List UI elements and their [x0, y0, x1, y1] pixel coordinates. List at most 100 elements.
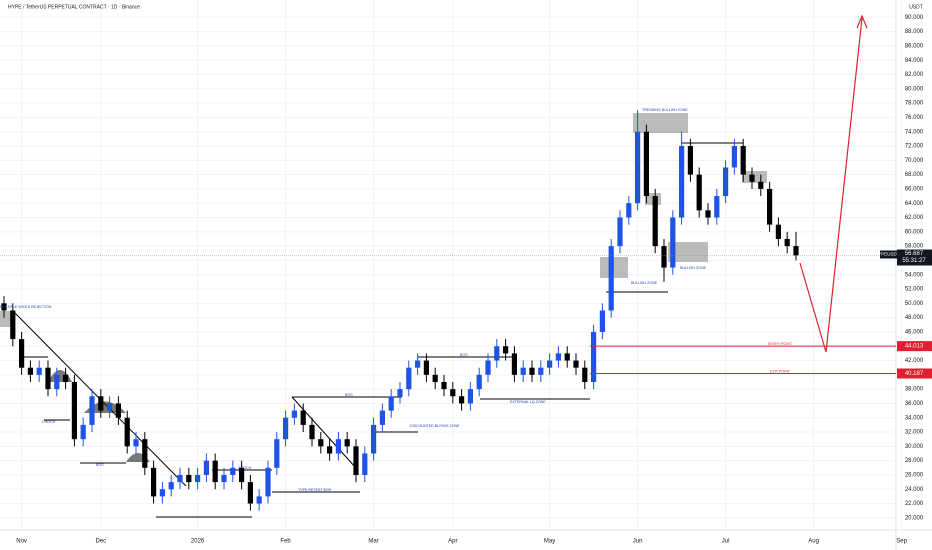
y-tick-label: 32.000 [905, 430, 924, 436]
candle-body [36, 367, 42, 375]
candle-body [168, 482, 174, 490]
level-name: ENTRY POINT [768, 342, 793, 346]
y-tick-label: 34.000 [905, 415, 924, 421]
grid [0, 0, 903, 530]
level-name: EXIT POINT [770, 369, 791, 373]
candle-body [705, 210, 711, 218]
candle-body [423, 360, 429, 375]
candle-body [327, 446, 333, 454]
candle-body [740, 146, 746, 175]
candle-body [45, 367, 51, 390]
x-tick-label: Aug [808, 539, 819, 545]
annotation: BULLISH ZONE [631, 281, 658, 285]
candle-body [54, 374, 60, 390]
y-tick-label: 22.000 [905, 501, 924, 507]
y-tick-label: 82.000 [905, 72, 924, 78]
y-tick-label: 76.000 [905, 115, 924, 121]
zone [668, 242, 708, 262]
price-tag: 56.687 [905, 251, 924, 257]
candle-body [784, 238, 790, 247]
candle-body [529, 367, 535, 375]
y-tick-label: 90.000 [905, 15, 924, 21]
annotation: BULLISH ZONE [680, 266, 707, 270]
x-tick-label: Mar [368, 539, 378, 545]
level-tag [897, 368, 932, 379]
candle-body [485, 360, 491, 375]
candle-body [538, 367, 544, 375]
level-label: 40.187 [905, 371, 924, 377]
y-tick-label: 88.000 [905, 29, 924, 35]
y-tick-label: 68.000 [905, 172, 924, 178]
candle-body [775, 224, 781, 239]
projection-arrow [799, 17, 863, 353]
candle-body [159, 489, 165, 497]
y-tick-label: 84.000 [905, 58, 924, 64]
x-tick-label: Feb [280, 539, 291, 545]
candle-body [239, 467, 245, 483]
symbol-tag-bg [880, 250, 898, 259]
candle-body [142, 439, 148, 468]
y-tick-label: 38.000 [905, 387, 924, 393]
candle-body [723, 167, 729, 197]
candle-body [406, 367, 412, 390]
candle-body [133, 439, 139, 447]
annotation: DISCOUNTED BUYING ZONE [410, 424, 460, 428]
candle-body [758, 181, 764, 189]
annotation: MULTIPLE WICKS REJECTION [0, 305, 52, 309]
y-tick-label: 66.000 [905, 186, 924, 192]
y-tick-label: 28.000 [905, 458, 924, 464]
candle-body [362, 453, 368, 475]
x-tick-label: Jun [633, 539, 643, 545]
candle-body [450, 389, 456, 397]
axis-unit: USDT [909, 4, 923, 10]
candle-body [520, 367, 526, 375]
x-tick-label: Apr [448, 539, 457, 545]
annotation: CHOCH [42, 420, 56, 424]
candle-body [80, 424, 86, 440]
countdown: 55:31:27 [902, 258, 926, 264]
y-tick-label: 26.000 [905, 473, 924, 479]
candle-body [494, 346, 500, 361]
y-tick-label: 52.000 [905, 287, 924, 293]
candle-body [115, 403, 121, 418]
candle-body [1, 303, 7, 311]
arrow-head [856, 14, 868, 29]
candle-body [415, 360, 421, 368]
candle-body [547, 360, 553, 368]
candle-body [353, 446, 359, 475]
candle-body [124, 417, 130, 447]
y-tick-label: 74.000 [905, 129, 924, 135]
candle-body [318, 439, 324, 447]
y-tick-label: 58.000 [905, 244, 924, 250]
symbol-tag: HYPEUSDT.P [875, 252, 903, 257]
zone [600, 257, 628, 278]
candle-body [503, 346, 509, 354]
candle-body [626, 203, 632, 218]
candle-body [599, 310, 605, 332]
candle-body [432, 374, 438, 382]
candle-body [344, 439, 350, 447]
annotation: EXTERNAL LQ ZONE [510, 400, 546, 404]
candle-body [98, 396, 104, 411]
y-tick-label: 54.000 [905, 272, 924, 278]
y-tick-label: 48.000 [905, 315, 924, 321]
candle-body [247, 482, 253, 504]
candles [1, 110, 799, 511]
chart-title: HYPE / TetherUS PERPETUAL CONTRACT · 1D … [8, 4, 140, 10]
y-tick-label: 46.000 [905, 330, 924, 336]
candle-body [731, 146, 737, 168]
annotation: BOS [96, 463, 104, 467]
candle-body [371, 424, 377, 454]
y-tick-label: 80.000 [905, 86, 924, 92]
candle-body [679, 146, 685, 218]
x-tick-label: Jul [722, 539, 730, 545]
candle-body [195, 474, 201, 483]
candle-body [89, 396, 95, 425]
candle-body [573, 360, 579, 368]
candle-body [265, 467, 271, 497]
candle-body [335, 439, 341, 454]
candle-body [749, 174, 755, 182]
candle-body [459, 396, 465, 404]
trendline [291, 396, 357, 469]
